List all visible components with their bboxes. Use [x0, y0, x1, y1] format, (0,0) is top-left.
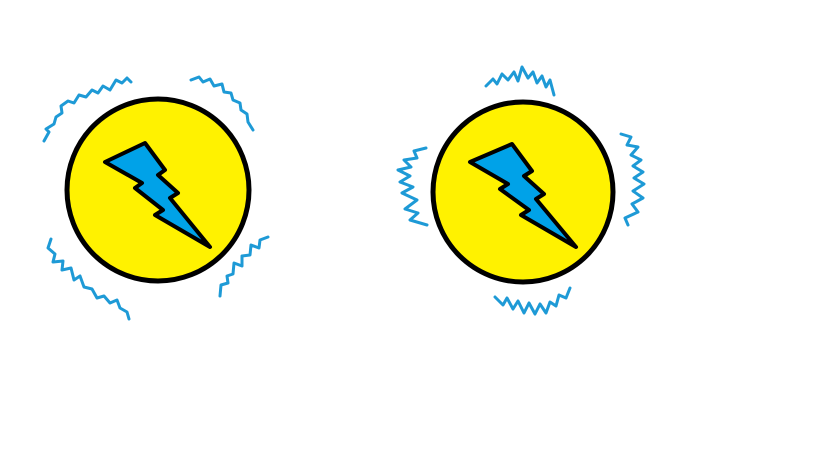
electric-badge-left — [42, 75, 270, 321]
electric-spark-icon — [484, 65, 556, 97]
electric-spark-icon — [619, 132, 646, 227]
lightning-bolt-icon — [103, 141, 212, 249]
electric-badge-right — [396, 65, 646, 316]
electric-spark-icon — [218, 235, 270, 298]
electric-spark-icon — [396, 146, 429, 227]
electric-spark-icon — [46, 237, 131, 321]
electric-spark-icon — [189, 75, 255, 132]
electric-spark-icon — [42, 76, 133, 143]
electric-spark-icon — [493, 286, 572, 316]
lightning-bolt-icon — [468, 142, 578, 249]
